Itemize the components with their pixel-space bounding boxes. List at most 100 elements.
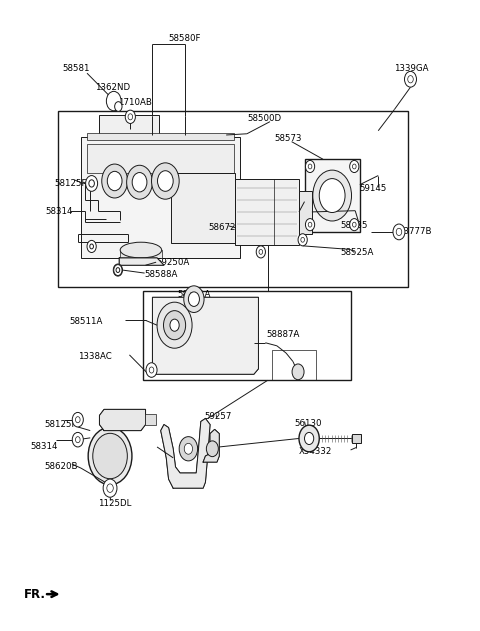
Circle shape xyxy=(113,264,122,276)
Text: 58511A: 58511A xyxy=(70,317,103,326)
Text: 58580F: 58580F xyxy=(168,33,201,42)
Circle shape xyxy=(396,228,402,235)
Bar xyxy=(143,292,350,380)
Circle shape xyxy=(393,224,405,240)
Bar xyxy=(58,111,408,287)
Text: 58500D: 58500D xyxy=(247,114,281,122)
Text: 58672: 58672 xyxy=(209,223,236,232)
Circle shape xyxy=(149,367,154,373)
Polygon shape xyxy=(161,418,210,488)
Circle shape xyxy=(72,432,84,447)
Circle shape xyxy=(408,76,413,83)
Circle shape xyxy=(75,437,80,443)
Circle shape xyxy=(164,310,186,339)
Text: 58588A: 58588A xyxy=(144,271,178,280)
Text: 43777B: 43777B xyxy=(399,227,432,237)
Circle shape xyxy=(352,222,356,227)
Text: 1339GA: 1339GA xyxy=(395,64,429,73)
Bar xyxy=(351,434,361,443)
Text: 58314: 58314 xyxy=(30,442,58,451)
Circle shape xyxy=(90,244,94,249)
Ellipse shape xyxy=(93,433,127,479)
Circle shape xyxy=(319,179,345,213)
Circle shape xyxy=(157,171,173,191)
Circle shape xyxy=(188,292,200,307)
Circle shape xyxy=(103,479,117,497)
Text: 1362ND: 1362ND xyxy=(95,83,130,91)
Circle shape xyxy=(125,110,135,124)
Circle shape xyxy=(184,286,204,312)
Bar xyxy=(87,133,234,140)
Circle shape xyxy=(128,114,132,120)
Circle shape xyxy=(146,363,157,377)
Bar xyxy=(272,350,316,380)
Ellipse shape xyxy=(120,242,162,258)
Circle shape xyxy=(256,246,265,258)
Text: 58125F: 58125F xyxy=(44,420,77,429)
Circle shape xyxy=(313,170,351,221)
Bar xyxy=(304,159,360,232)
Circle shape xyxy=(107,91,121,111)
Circle shape xyxy=(206,441,218,457)
Text: 58887A: 58887A xyxy=(267,331,300,339)
Circle shape xyxy=(157,302,192,348)
Circle shape xyxy=(308,222,312,227)
Bar xyxy=(171,173,235,243)
Text: 58620B: 58620B xyxy=(44,462,78,471)
Polygon shape xyxy=(153,297,258,374)
Circle shape xyxy=(108,172,122,191)
Circle shape xyxy=(89,180,95,187)
Text: 1710AB: 1710AB xyxy=(118,98,152,107)
Text: 1125DL: 1125DL xyxy=(98,499,132,509)
Circle shape xyxy=(301,237,304,242)
Circle shape xyxy=(115,102,122,111)
Text: 56130: 56130 xyxy=(294,419,322,428)
Circle shape xyxy=(305,160,315,172)
Circle shape xyxy=(87,240,96,252)
Text: 58125F: 58125F xyxy=(55,179,87,188)
Circle shape xyxy=(352,164,356,169)
Text: 59257: 59257 xyxy=(204,412,232,421)
Circle shape xyxy=(305,218,315,231)
Bar xyxy=(81,137,240,258)
Text: 59145: 59145 xyxy=(360,184,387,193)
Bar xyxy=(99,115,159,138)
Circle shape xyxy=(304,432,314,444)
Circle shape xyxy=(349,160,359,172)
Circle shape xyxy=(405,71,417,87)
Bar xyxy=(144,414,156,425)
Circle shape xyxy=(298,233,307,246)
Circle shape xyxy=(107,484,113,492)
Text: 58525A: 58525A xyxy=(340,248,374,257)
Polygon shape xyxy=(119,258,164,265)
Text: 1338AC: 1338AC xyxy=(78,351,111,360)
Bar xyxy=(299,191,312,233)
Circle shape xyxy=(184,444,192,454)
Text: 58573: 58573 xyxy=(275,134,302,143)
Circle shape xyxy=(85,175,97,191)
Circle shape xyxy=(292,364,304,380)
Circle shape xyxy=(259,249,263,254)
Circle shape xyxy=(132,172,147,192)
Circle shape xyxy=(170,319,179,331)
Text: 58581: 58581 xyxy=(62,64,90,73)
Circle shape xyxy=(72,413,84,427)
Circle shape xyxy=(299,425,319,452)
Circle shape xyxy=(152,163,179,199)
Polygon shape xyxy=(203,429,219,462)
Text: 59250A: 59250A xyxy=(156,258,190,268)
Text: FR.: FR. xyxy=(24,587,46,601)
Circle shape xyxy=(349,218,359,231)
Bar xyxy=(120,250,162,258)
Circle shape xyxy=(116,268,120,273)
Circle shape xyxy=(308,164,312,169)
Circle shape xyxy=(127,165,153,199)
Text: 58535: 58535 xyxy=(340,221,368,230)
Circle shape xyxy=(102,164,128,198)
Polygon shape xyxy=(99,410,145,430)
Text: 58531A: 58531A xyxy=(178,290,211,299)
Ellipse shape xyxy=(88,427,132,485)
Bar xyxy=(235,179,299,245)
Text: 58314: 58314 xyxy=(46,207,73,216)
Circle shape xyxy=(114,264,122,276)
